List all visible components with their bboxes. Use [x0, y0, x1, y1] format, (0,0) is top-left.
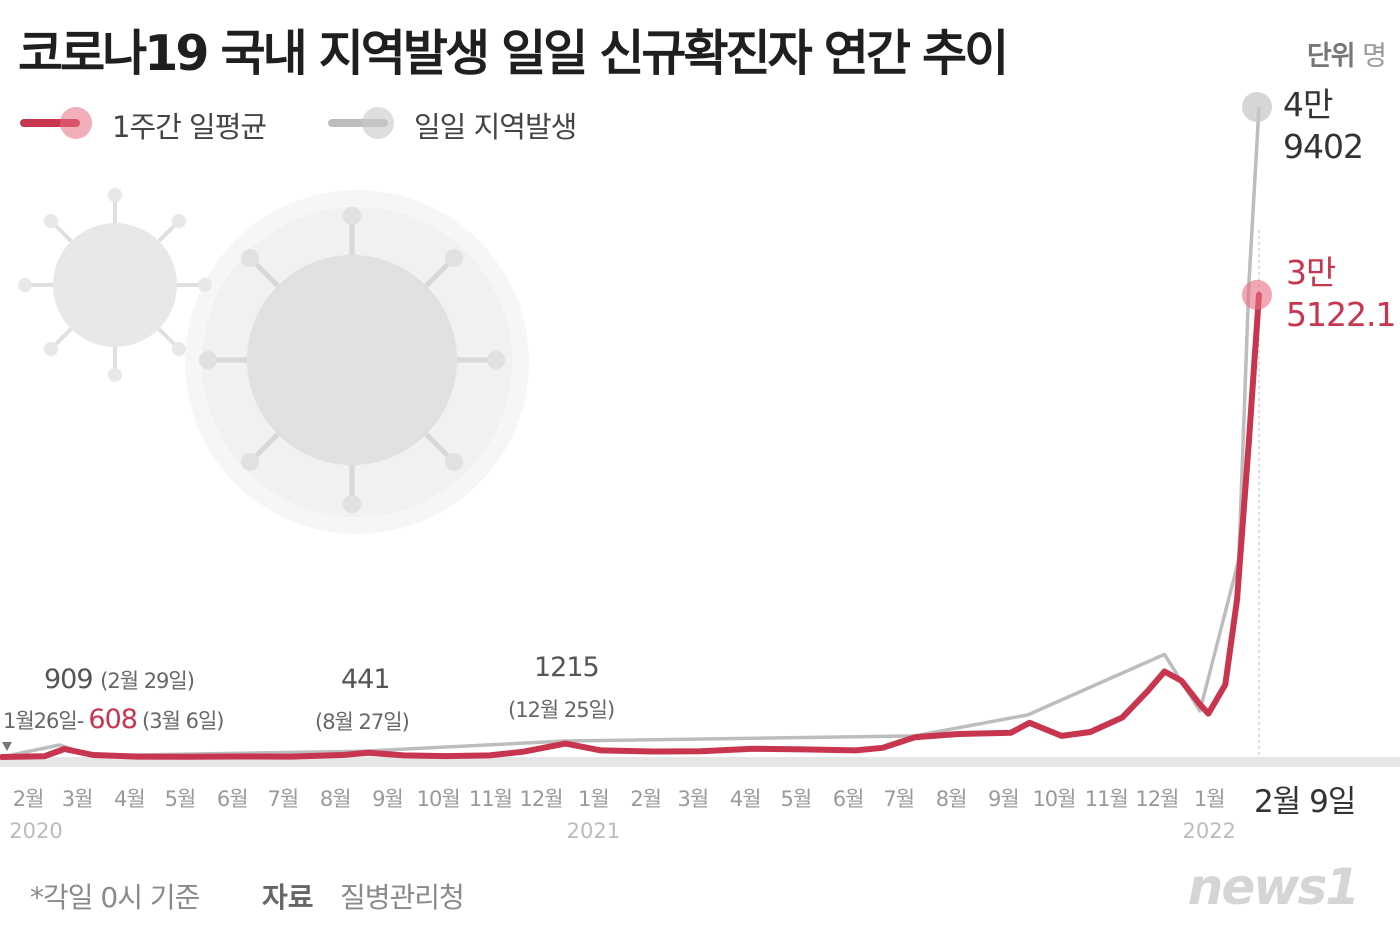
- annotation-608: 1월26일- 608 (3월 6일): [3, 704, 224, 735]
- annotation-1215-value: 1215: [534, 652, 600, 683]
- unit-value: 명: [1362, 41, 1387, 72]
- x-tick-label: 11월: [1085, 787, 1128, 811]
- unit-key: 단위: [1306, 41, 1356, 72]
- virus-icon-large: [199, 207, 505, 513]
- chart-title: 코로나19 국내 지역발생 일일 신규확진자 연간 추이: [18, 25, 1009, 82]
- x-tick-label: 9월: [372, 787, 403, 811]
- x-tick-label: 6월: [217, 787, 248, 811]
- x-tick-label: 10월: [1032, 787, 1075, 811]
- x-tick-label: 10월: [417, 787, 460, 811]
- legend-daily-label: 일일 지역발생: [414, 110, 577, 144]
- x-tick-label: 8월: [320, 787, 351, 811]
- avg-peak-marker: [1242, 279, 1272, 310]
- news1-logo: news1: [1187, 858, 1360, 916]
- x-tick-label: 1월: [578, 787, 609, 811]
- virus-icon-small: [18, 188, 212, 382]
- virus-illustration: [18, 188, 529, 534]
- footnote: *각일 0시 기준: [30, 881, 200, 914]
- legend-daily-dot: [362, 107, 394, 139]
- x-tick-label: 2월: [630, 787, 661, 811]
- legend-daily-line: [328, 119, 388, 127]
- legend-avg-line: [20, 119, 80, 127]
- x-tick-label: 8월: [936, 787, 967, 811]
- year-label: 2020: [9, 819, 62, 843]
- x-tick-label: 2월: [13, 787, 44, 811]
- x-tick-label: 7월: [268, 787, 299, 811]
- unit-label: 단위 명: [1306, 34, 1387, 73]
- x-tick-label: 11월: [469, 787, 512, 811]
- x-tick-label: 9월: [988, 787, 1019, 811]
- x-tick-label: 6월: [833, 787, 864, 811]
- annotation-441-date: (8월 27일): [315, 710, 410, 734]
- x-tick-label: 5월: [780, 787, 811, 811]
- x-axis-ticks: 2월 3월 4월 5월 6월 7월 8월 9월 10월 11월 12월 1월 2월 3월 4월 5월 6월 7월 8…: [9, 787, 1236, 843]
- x-tick-label: 12월: [520, 787, 563, 811]
- daily-peak-marker: [1242, 92, 1272, 122]
- x-tick-label: 3월: [678, 787, 709, 811]
- year-label: 2022: [1182, 819, 1235, 843]
- annotation-909-value: 909: [44, 664, 94, 695]
- end-date-label: 2월 9일: [1254, 784, 1356, 820]
- annotation-608-date: (3월 6일): [142, 709, 224, 733]
- x-tick-label: 12월: [1135, 787, 1178, 811]
- x-tick-label: 7월: [883, 787, 914, 811]
- daily-series-line: [1, 106, 1261, 759]
- start-marker-icon: [2, 742, 12, 751]
- source-value: 질병관리청: [340, 881, 465, 914]
- avg-series-line: [0, 291, 1262, 760]
- annotation-909-date: (2월 29일): [100, 669, 195, 693]
- annotation-909: 909 (2월 29일): [44, 664, 195, 695]
- source-label: 자료: [262, 881, 314, 914]
- x-axis-band: [0, 757, 1400, 767]
- legend-avg-dot: [60, 107, 92, 139]
- x-tick-label: 5월: [165, 787, 196, 811]
- x-tick-label: 3월: [62, 787, 93, 811]
- x-tick-label: 4월: [114, 787, 145, 811]
- annotation-608-start: 1월26일-: [3, 709, 84, 733]
- legend-avg-label: 1주간 일평균: [112, 110, 267, 144]
- annotation-1215-date: (12월 25일): [508, 698, 615, 722]
- avg-peak-label: 3만 5122.1: [1286, 253, 1396, 334]
- annotation-608-value: 608: [88, 704, 138, 735]
- annotation-441-value: 441: [341, 664, 391, 695]
- x-tick-label: 4월: [730, 787, 761, 811]
- daily-peak-label: 4만 9402: [1283, 85, 1364, 166]
- year-label: 2021: [567, 819, 620, 843]
- x-tick-label: 1월: [1194, 787, 1225, 811]
